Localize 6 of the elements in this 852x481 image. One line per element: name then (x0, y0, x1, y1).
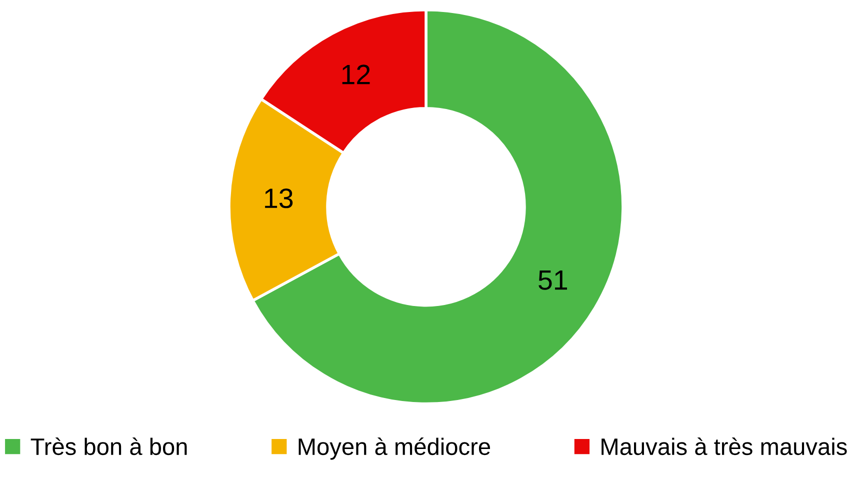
legend-label: Moyen à médiocre (298, 437, 490, 460)
legend-label: Très bon à bon (30, 437, 187, 456)
data-label: 51 (538, 270, 568, 290)
data-label: 13 (265, 188, 293, 208)
data-label: 12 (342, 64, 370, 84)
legend-label: Mauvais à très mauvais (602, 437, 847, 456)
